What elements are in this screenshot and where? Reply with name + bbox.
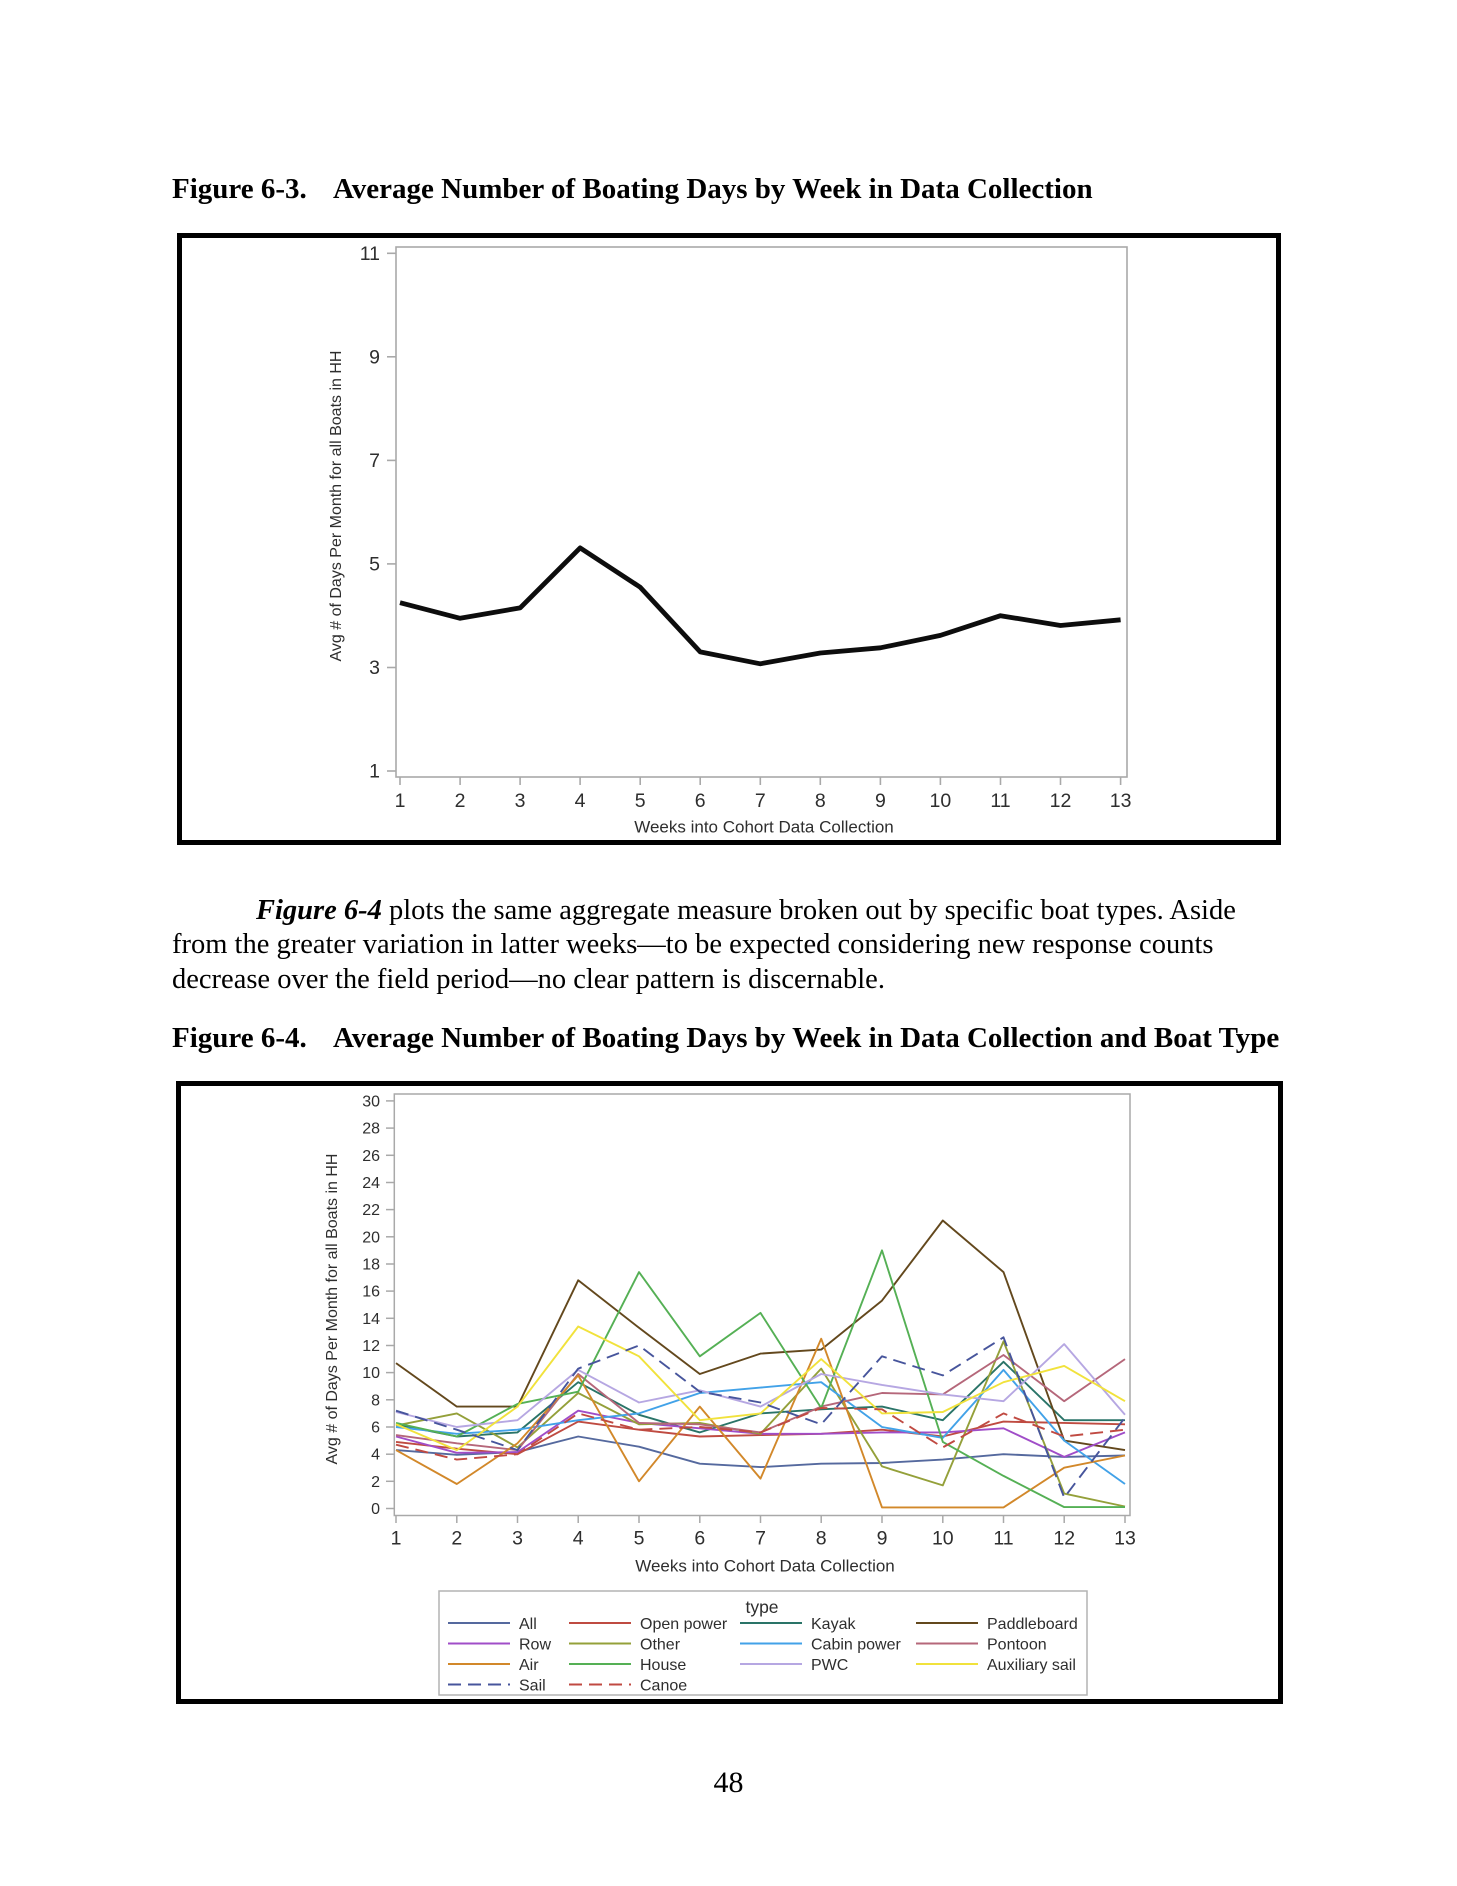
svg-text:9: 9 bbox=[875, 790, 886, 812]
svg-text:1: 1 bbox=[391, 1528, 402, 1550]
svg-text:3: 3 bbox=[369, 657, 380, 679]
svg-text:0: 0 bbox=[371, 1501, 380, 1518]
svg-text:Pontoon: Pontoon bbox=[987, 1637, 1047, 1654]
svg-text:6: 6 bbox=[694, 1528, 705, 1550]
svg-text:13: 13 bbox=[1110, 790, 1132, 812]
svg-text:28: 28 bbox=[362, 1121, 380, 1138]
svg-text:Auxiliary sail: Auxiliary sail bbox=[987, 1657, 1076, 1674]
svg-text:11: 11 bbox=[993, 1528, 1013, 1550]
svg-text:Row: Row bbox=[519, 1637, 551, 1654]
svg-text:12: 12 bbox=[1050, 790, 1072, 812]
svg-text:3: 3 bbox=[515, 790, 526, 812]
svg-text:PWC: PWC bbox=[811, 1657, 848, 1674]
svg-text:5: 5 bbox=[634, 1528, 645, 1550]
svg-text:All: All bbox=[519, 1616, 537, 1633]
svg-text:Sail: Sail bbox=[519, 1678, 546, 1695]
svg-text:12: 12 bbox=[1053, 1528, 1075, 1550]
svg-text:Avg # of Days Per Month for al: Avg # of Days Per Month for all Boats in… bbox=[328, 351, 345, 662]
svg-text:4: 4 bbox=[573, 1528, 584, 1550]
svg-text:7: 7 bbox=[755, 790, 766, 812]
svg-text:12: 12 bbox=[362, 1338, 380, 1355]
svg-text:Kayak: Kayak bbox=[811, 1616, 856, 1633]
svg-text:10: 10 bbox=[932, 1528, 954, 1550]
svg-text:4: 4 bbox=[371, 1447, 380, 1464]
svg-text:4: 4 bbox=[575, 790, 586, 812]
svg-text:Open power: Open power bbox=[640, 1616, 728, 1633]
svg-text:8: 8 bbox=[816, 1528, 827, 1550]
svg-text:10: 10 bbox=[362, 1365, 380, 1382]
svg-text:1: 1 bbox=[395, 790, 406, 812]
svg-text:18: 18 bbox=[362, 1257, 380, 1274]
svg-text:20: 20 bbox=[362, 1229, 380, 1246]
svg-text:13: 13 bbox=[1114, 1528, 1136, 1550]
svg-text:14: 14 bbox=[362, 1311, 380, 1328]
svg-text:7: 7 bbox=[369, 450, 380, 472]
svg-text:type: type bbox=[745, 1597, 778, 1617]
svg-text:Other: Other bbox=[640, 1637, 681, 1654]
svg-text:House: House bbox=[640, 1657, 686, 1674]
svg-text:6: 6 bbox=[371, 1420, 380, 1437]
svg-text:8: 8 bbox=[371, 1392, 380, 1409]
svg-text:Weeks into Cohort Data Collect: Weeks into Cohort Data Collection bbox=[634, 818, 894, 837]
svg-text:Paddleboard: Paddleboard bbox=[987, 1616, 1078, 1633]
svg-text:2: 2 bbox=[371, 1474, 380, 1491]
svg-text:24: 24 bbox=[362, 1175, 380, 1192]
svg-text:5: 5 bbox=[369, 553, 380, 575]
svg-text:Cabin power: Cabin power bbox=[811, 1637, 902, 1654]
svg-text:8: 8 bbox=[815, 790, 826, 812]
svg-text:2: 2 bbox=[455, 790, 466, 812]
svg-text:11: 11 bbox=[360, 243, 380, 265]
svg-text:11: 11 bbox=[990, 790, 1010, 812]
svg-text:26: 26 bbox=[362, 1148, 380, 1165]
svg-text:Air: Air bbox=[519, 1657, 539, 1674]
svg-text:Weeks into Cohort Data Collect: Weeks into Cohort Data Collection bbox=[635, 1557, 895, 1576]
svg-text:10: 10 bbox=[930, 790, 952, 812]
svg-text:3: 3 bbox=[512, 1528, 523, 1550]
svg-text:Avg # of Days Per Month for al: Avg # of Days Per Month for all Boats in… bbox=[324, 1154, 341, 1465]
svg-text:2: 2 bbox=[451, 1528, 462, 1550]
svg-text:9: 9 bbox=[369, 346, 380, 368]
svg-text:9: 9 bbox=[877, 1528, 888, 1550]
svg-text:30: 30 bbox=[362, 1093, 380, 1110]
svg-text:7: 7 bbox=[755, 1528, 766, 1550]
svg-text:Canoe: Canoe bbox=[640, 1678, 687, 1695]
svg-text:6: 6 bbox=[695, 790, 706, 812]
svg-text:22: 22 bbox=[362, 1202, 380, 1219]
svg-text:1: 1 bbox=[369, 761, 380, 783]
svg-text:16: 16 bbox=[362, 1284, 380, 1301]
svg-text:5: 5 bbox=[635, 790, 646, 812]
